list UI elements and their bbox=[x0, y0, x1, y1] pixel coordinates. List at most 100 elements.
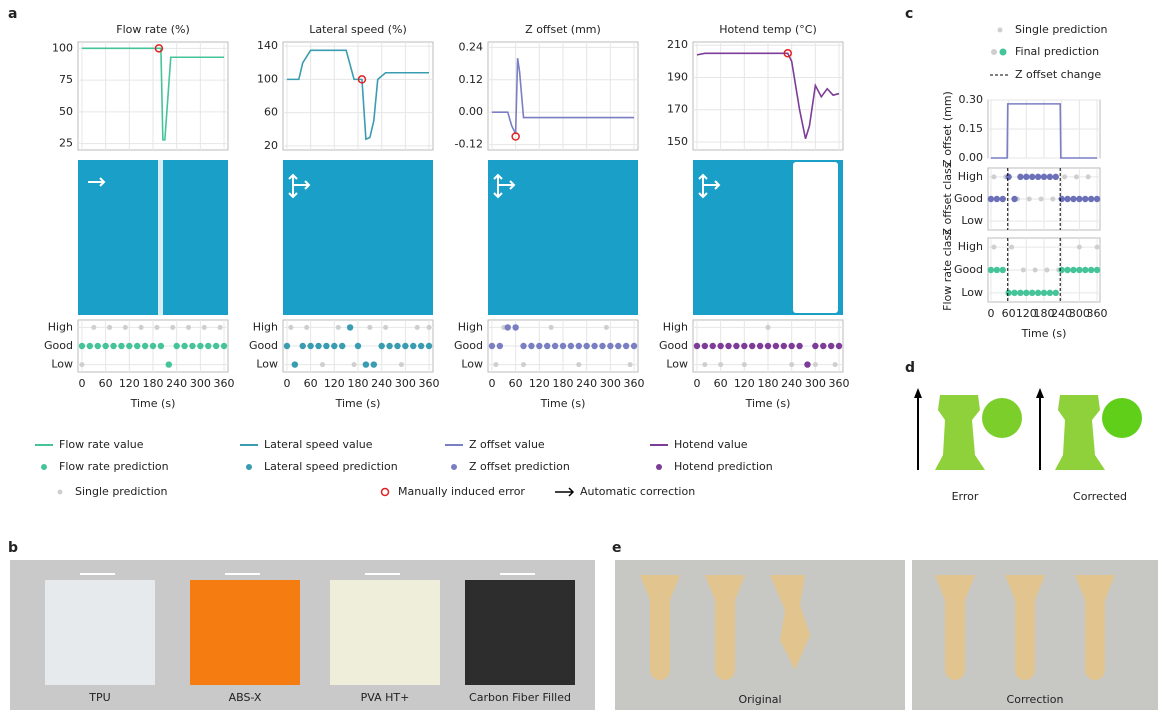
final-prediction bbox=[520, 343, 526, 349]
single-prediction bbox=[170, 325, 175, 330]
final-prediction bbox=[560, 343, 566, 349]
legend-swatch bbox=[451, 464, 457, 470]
y-tick-label: 20 bbox=[264, 139, 278, 152]
single-prediction bbox=[79, 362, 84, 367]
single-prediction bbox=[1077, 245, 1082, 250]
single-prediction bbox=[521, 362, 526, 367]
final-prediction bbox=[1094, 267, 1100, 273]
y-tick-label: 150 bbox=[667, 135, 688, 148]
x-tick-label: 360 bbox=[624, 377, 645, 390]
final-prediction bbox=[1035, 290, 1041, 296]
final-prediction bbox=[323, 343, 329, 349]
final-prediction bbox=[79, 343, 85, 349]
caption: Carbon Fiber Filled bbox=[469, 691, 571, 704]
final-prediction bbox=[568, 343, 574, 349]
x-tick-label: 60 bbox=[304, 377, 318, 390]
panel-label: b bbox=[8, 540, 18, 556]
y-tick-label: Low bbox=[961, 286, 983, 299]
final-prediction bbox=[197, 343, 203, 349]
y-tick-label: Low bbox=[256, 358, 278, 371]
chart-title: Z offset (mm) bbox=[525, 23, 601, 36]
final-prediction bbox=[804, 361, 810, 367]
single-prediction bbox=[991, 174, 996, 179]
y-tick-label: 0.00 bbox=[959, 151, 984, 164]
legend-label: Z offset change bbox=[1015, 68, 1101, 81]
chart-title: Hotend temp (°C) bbox=[719, 23, 817, 36]
legend-label: Lateral speed prediction bbox=[264, 460, 398, 473]
final-prediction bbox=[1082, 267, 1088, 273]
final-prediction bbox=[1017, 174, 1023, 180]
final-prediction bbox=[292, 361, 298, 367]
final-prediction bbox=[426, 343, 432, 349]
legend-label: Flow rate value bbox=[59, 438, 144, 451]
final-prediction bbox=[489, 343, 495, 349]
print-defect bbox=[158, 160, 163, 315]
y-tick-label: High bbox=[663, 320, 688, 333]
y-axis-label: Flow rate class bbox=[941, 229, 954, 311]
y-tick-label: Low bbox=[666, 358, 688, 371]
final-prediction bbox=[694, 343, 700, 349]
y-tick-label: Good bbox=[659, 339, 688, 352]
final-prediction bbox=[1011, 290, 1017, 296]
final-prediction bbox=[386, 343, 392, 349]
caption: PVA HT+ bbox=[361, 691, 410, 704]
x-axis-label: Time (s) bbox=[540, 397, 586, 410]
x-tick-label: 0 bbox=[78, 377, 85, 390]
final-prediction bbox=[631, 343, 637, 349]
final-prediction bbox=[781, 343, 787, 349]
final-prediction bbox=[284, 343, 290, 349]
single-prediction bbox=[604, 325, 609, 330]
final-prediction bbox=[1035, 174, 1041, 180]
final-prediction bbox=[1047, 290, 1053, 296]
final-prediction bbox=[576, 343, 582, 349]
final-prediction bbox=[371, 361, 377, 367]
final-prediction bbox=[1029, 290, 1035, 296]
y-tick-label: Low bbox=[961, 214, 983, 227]
single-prediction bbox=[367, 325, 372, 330]
final-prediction bbox=[583, 343, 589, 349]
single-prediction bbox=[154, 325, 159, 330]
final-prediction bbox=[988, 267, 994, 273]
x-axis-label: Time (s) bbox=[1021, 327, 1067, 340]
single-prediction bbox=[1074, 174, 1079, 179]
single-prediction bbox=[789, 362, 794, 367]
print-image bbox=[78, 160, 228, 315]
final-prediction bbox=[497, 343, 503, 349]
x-tick-label: 180 bbox=[348, 377, 369, 390]
final-prediction bbox=[221, 343, 227, 349]
y-tick-label: 100 bbox=[257, 72, 278, 85]
x-tick-label: 360 bbox=[1087, 307, 1108, 320]
single-prediction bbox=[1039, 197, 1044, 202]
final-prediction bbox=[765, 343, 771, 349]
final-prediction bbox=[1017, 290, 1023, 296]
y-tick-label: 190 bbox=[667, 70, 688, 83]
x-tick-label: 240 bbox=[781, 377, 802, 390]
final-prediction bbox=[1064, 267, 1070, 273]
final-prediction bbox=[1041, 290, 1047, 296]
single-prediction bbox=[549, 325, 554, 330]
y-tick-label: High bbox=[958, 170, 983, 183]
final-prediction bbox=[994, 267, 1000, 273]
x-tick-label: 120 bbox=[529, 377, 550, 390]
final-prediction bbox=[110, 343, 116, 349]
single-prediction bbox=[202, 325, 207, 330]
y-tick-label: 210 bbox=[667, 38, 688, 51]
single-prediction bbox=[427, 325, 432, 330]
y-tick-label: Good bbox=[249, 339, 278, 352]
x-axis-label: Time (s) bbox=[335, 397, 381, 410]
y-tick-label: 0.12 bbox=[459, 73, 484, 86]
final-prediction bbox=[150, 343, 156, 349]
y-tick-label: 25 bbox=[59, 137, 73, 150]
legend-swatch bbox=[58, 490, 63, 495]
y-tick-label: 100 bbox=[52, 41, 73, 54]
single-prediction bbox=[576, 362, 581, 367]
final-prediction bbox=[1088, 267, 1094, 273]
single-prediction bbox=[399, 362, 404, 367]
x-tick-label: 300 bbox=[190, 377, 211, 390]
legend-swatch bbox=[656, 464, 662, 470]
final-prediction bbox=[134, 343, 140, 349]
final-prediction bbox=[410, 343, 416, 349]
single-prediction bbox=[1062, 174, 1067, 179]
single-prediction bbox=[320, 362, 325, 367]
final-prediction bbox=[102, 343, 108, 349]
